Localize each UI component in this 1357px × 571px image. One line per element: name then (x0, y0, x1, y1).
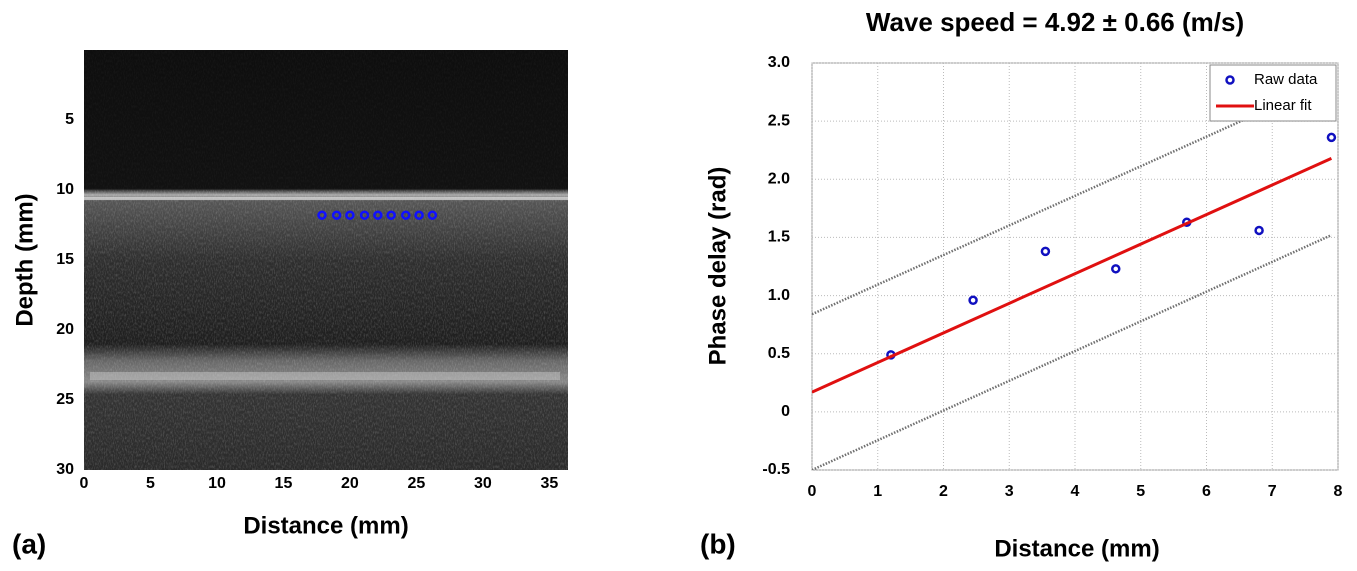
x-tick-label: 5 (146, 475, 155, 492)
x-tick-label: 5 (1136, 483, 1145, 500)
x-tick-label: 7 (1268, 483, 1277, 500)
legend-label: Raw data (1254, 71, 1318, 88)
data-point (1254, 225, 1264, 236)
y-axis-label: Depth (mm) (11, 193, 38, 326)
panel-label: (b) (700, 528, 736, 559)
y-tick-label: 2.0 (768, 171, 790, 188)
data-point (427, 210, 438, 220)
y-tick-label: 2.5 (768, 112, 790, 129)
bound-line (812, 233, 1332, 470)
y-tick-label: 25 (56, 391, 74, 408)
data-point (1111, 264, 1121, 274)
x-tick-label: 6 (1202, 483, 1211, 500)
legend-label: Linear fit (1254, 97, 1312, 114)
x-tick-label: 35 (540, 475, 558, 492)
y-tick-label: 20 (56, 321, 74, 338)
data-point (373, 210, 383, 220)
x-axis-label: Distance (mm) (994, 535, 1159, 562)
legend-box (1209, 64, 1337, 122)
data-point (331, 210, 342, 220)
data-point (386, 210, 396, 220)
data-point (345, 210, 355, 220)
y-tick-label: 1.0 (768, 287, 790, 304)
x-tick-label: 25 (408, 475, 426, 492)
y-tick-label: 30 (56, 461, 74, 478)
y-tick-label: 1.5 (768, 229, 790, 246)
y-axis-label: Phase delay (rad) (704, 167, 731, 366)
x-tick-label: 10 (208, 475, 226, 492)
y-tick-label: 10 (56, 181, 74, 198)
legend-swatch (1225, 75, 1235, 85)
panel-label: (a) (12, 528, 46, 559)
x-tick-label: 2 (939, 483, 948, 500)
x-tick-label: 15 (275, 475, 293, 492)
data-point (359, 210, 370, 220)
y-tick-label: -0.5 (762, 461, 790, 478)
data-point (968, 295, 978, 305)
y-tick-label: 15 (56, 251, 74, 268)
x-tick-label: 0 (808, 483, 817, 500)
x-tick-label: 20 (341, 475, 359, 492)
x-axis-label: Distance (mm) (243, 512, 408, 539)
y-tick-label: 3.0 (768, 54, 790, 71)
data-point (1326, 132, 1337, 143)
x-tick-label: 8 (1334, 483, 1343, 500)
fit-line (812, 156, 1333, 394)
x-tick-label: 1 (873, 483, 882, 500)
chart-title: Wave speed = 4.92 ± 0.66 (m/s) (866, 7, 1244, 37)
y-tick-label: 0.5 (768, 345, 790, 362)
y-tick-label: 5 (65, 111, 74, 128)
x-tick-label: 3 (1005, 483, 1014, 500)
data-point (1040, 246, 1051, 257)
data-point (317, 210, 327, 220)
ultrasound-image (84, 50, 568, 470)
x-tick-label: 30 (474, 475, 492, 492)
y-tick-label: 0 (781, 403, 790, 420)
x-tick-label: 4 (1071, 483, 1080, 500)
plot-content (317, 210, 438, 220)
x-tick-label: 0 (80, 475, 89, 492)
data-point (414, 210, 424, 220)
data-point (401, 210, 411, 220)
